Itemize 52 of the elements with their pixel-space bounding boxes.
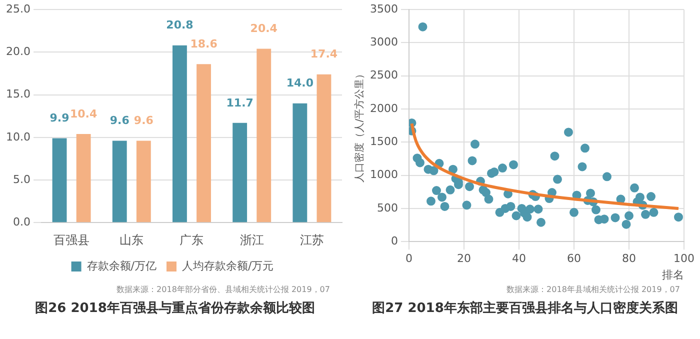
x-axis-title: 排名 xyxy=(662,268,684,282)
y-tick-label: 500 xyxy=(376,201,398,214)
y-tick-label: 1500 xyxy=(369,135,398,148)
bar xyxy=(76,134,90,222)
bar xyxy=(256,48,271,222)
x-tick-label: 浙江 xyxy=(239,232,264,247)
bar xyxy=(52,138,66,222)
x-tick-label: 0 xyxy=(404,252,412,266)
data-label: 9.6 xyxy=(109,114,130,128)
data-label: 17.4 xyxy=(310,48,338,61)
y-tick-label: 2500 xyxy=(369,68,398,82)
text: 图26 2018年百强县与重点省份存款余额比较图 xyxy=(35,300,315,318)
source-note: 数据来源：2018年部分省份、县域相关统计公报 2019，07 xyxy=(116,284,331,296)
data-label: 9.9 xyxy=(49,112,69,125)
bar xyxy=(112,140,126,222)
bar xyxy=(172,45,186,222)
data-label: 14.0 xyxy=(286,76,314,90)
y-tick-label: 1000 xyxy=(369,168,398,182)
x-tick-label: 80 xyxy=(622,252,636,266)
x-tick-label: 40 xyxy=(511,252,526,266)
x-tick-label: 百强县 xyxy=(53,232,90,247)
y-tick-label: 15.0 xyxy=(5,88,30,101)
y-tick-label: 25.0 xyxy=(5,2,30,16)
x-tick-label: 100 xyxy=(673,252,694,266)
y-tick-label: 3000 xyxy=(369,36,398,49)
bar xyxy=(136,140,150,222)
data-label: 11.7 xyxy=(226,96,253,110)
data-label: 20.4 xyxy=(250,22,278,36)
x-tick-label: 60 xyxy=(566,252,580,266)
data-label: 9.6 xyxy=(133,114,154,128)
y-axis-title: 人口密度（人/平方公里） xyxy=(353,68,366,182)
x-tick-label: 江苏 xyxy=(299,232,324,247)
bar xyxy=(316,74,331,222)
data-label: 20.8 xyxy=(166,18,193,32)
data-label: 10.4 xyxy=(69,107,97,120)
y-tick-label: 2000 xyxy=(369,102,398,115)
data-label: 18.6 xyxy=(190,37,218,50)
x-tick-label: 20 xyxy=(456,252,470,266)
bar xyxy=(292,103,307,222)
bar xyxy=(232,122,247,222)
bar xyxy=(196,64,210,222)
legend-label: 存款余额/万亿 xyxy=(86,259,156,272)
y-tick-label: 0.0 xyxy=(12,215,30,228)
y-tick-label: 20.0 xyxy=(5,45,30,58)
x-tick-label: 广东 xyxy=(179,232,204,247)
source-note: 数据来源：2018年县域相关统计公报 2019，07 xyxy=(506,284,681,296)
text: 图27 2018年东部主要百强县排名与人口密度关系图 xyxy=(372,300,678,318)
legend-label: 人均存款余额/万元 xyxy=(182,259,274,272)
x-tick-label: 山东 xyxy=(119,232,144,247)
y-tick-label: 3500 xyxy=(369,2,398,16)
y-tick-label: 5.0 xyxy=(12,172,30,186)
y-tick-label: 10.0 xyxy=(5,130,30,144)
